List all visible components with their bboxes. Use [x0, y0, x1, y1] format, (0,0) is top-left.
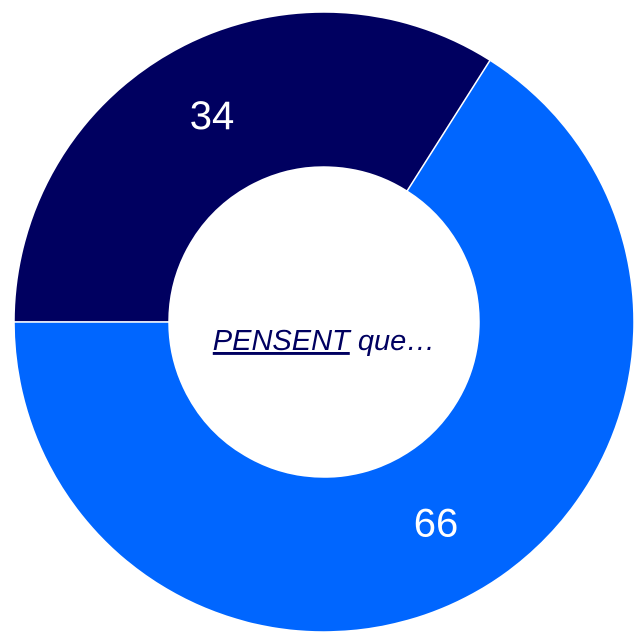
value-label: 34 — [190, 94, 235, 138]
value-label: 66 — [414, 501, 459, 545]
center-text-emphasis: PENSENT — [213, 325, 352, 357]
slice — [13, 11, 492, 323]
center-text: PENSENT que… — [213, 325, 435, 357]
center-text-rest: que… — [358, 325, 435, 357]
slice — [13, 59, 635, 633]
